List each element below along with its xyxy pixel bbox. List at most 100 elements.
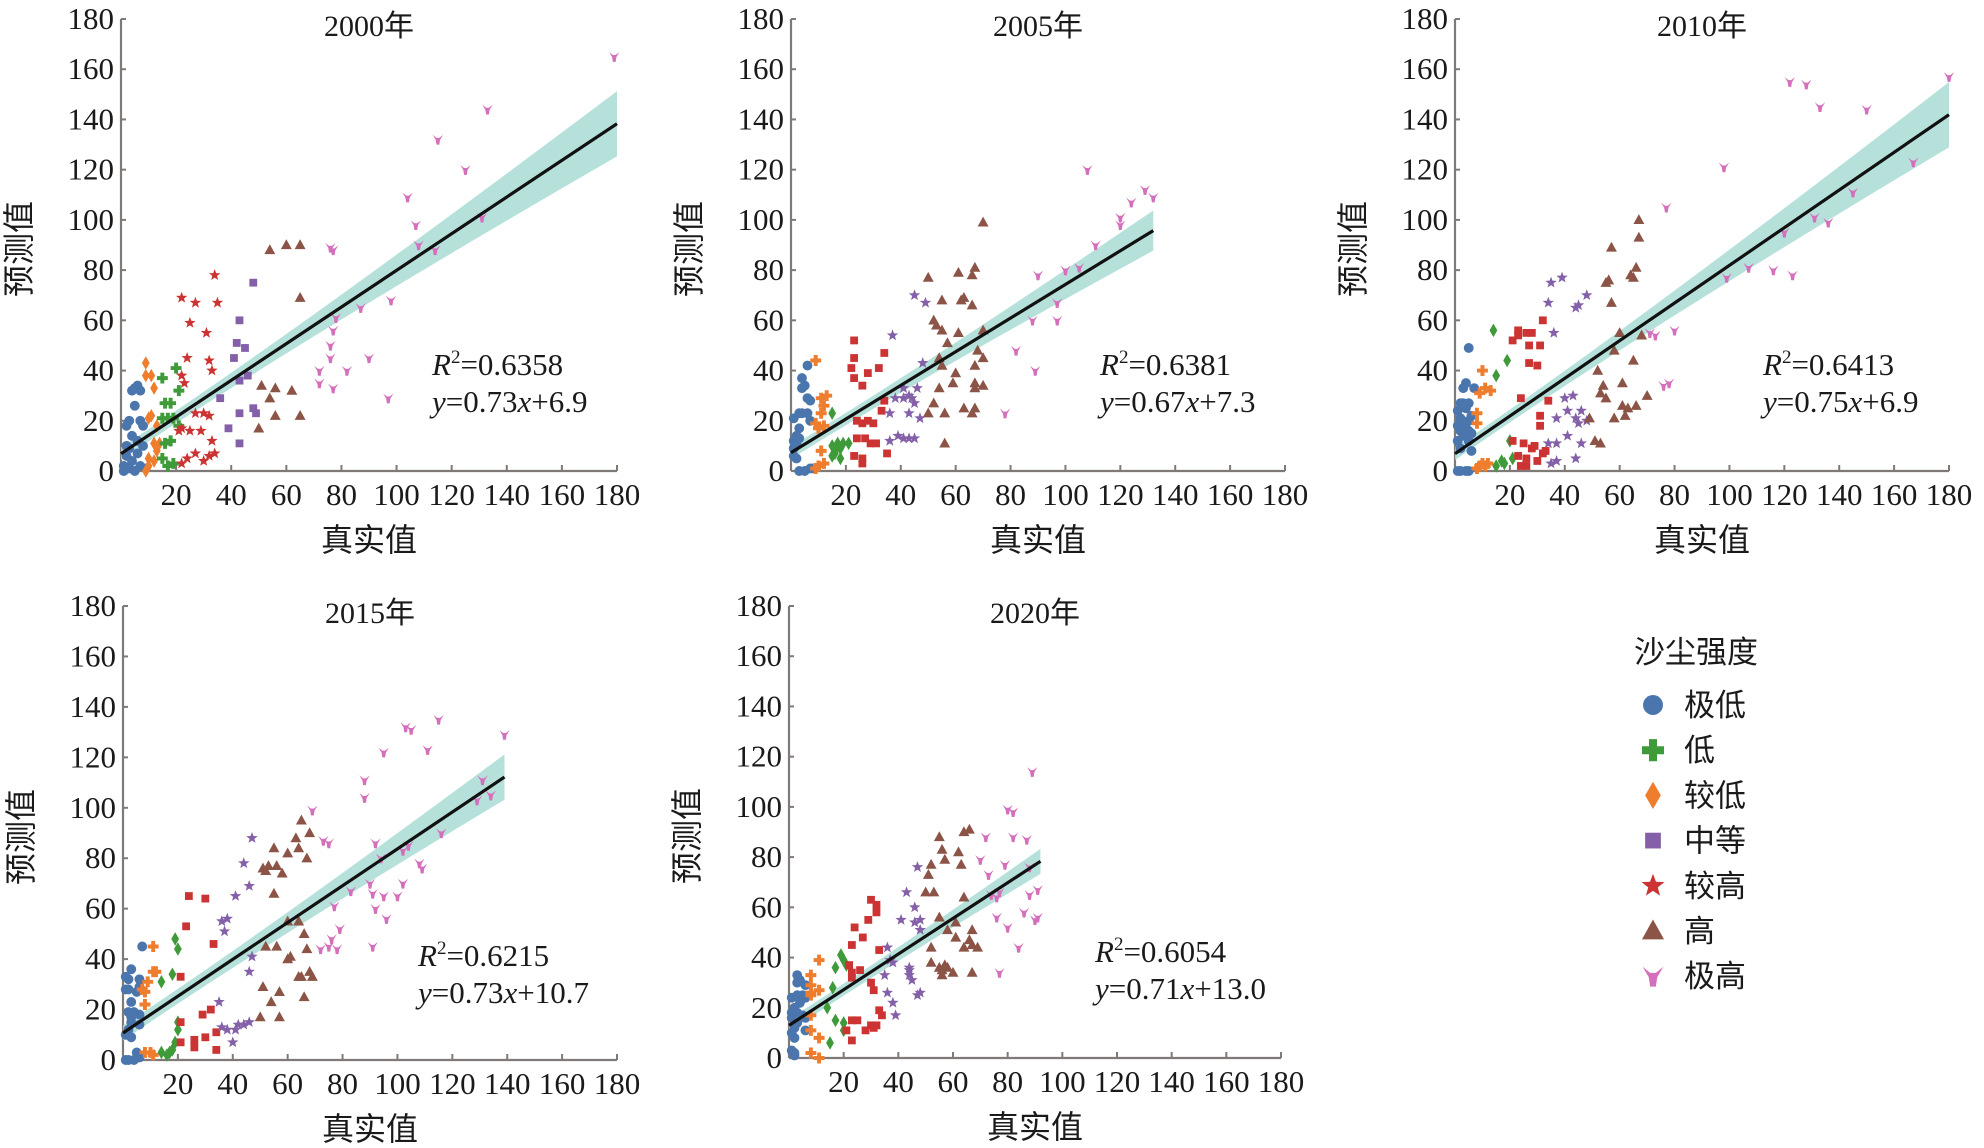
data-point xyxy=(363,353,375,364)
x-tick-label: 180 xyxy=(1926,477,1973,512)
data-point xyxy=(1052,298,1063,308)
data-point xyxy=(847,941,856,949)
data-point xyxy=(147,1049,159,1061)
y-tick-label: 0 xyxy=(769,453,785,488)
data-point xyxy=(152,419,161,433)
data-point xyxy=(897,382,910,393)
x-tick-label: 180 xyxy=(1262,477,1309,512)
data-point xyxy=(847,973,856,982)
data-point xyxy=(201,1033,210,1042)
data-point xyxy=(828,980,837,995)
data-point xyxy=(1530,441,1539,450)
data-point xyxy=(212,1046,221,1054)
y-tick-label: 100 xyxy=(1402,202,1449,237)
data-point xyxy=(897,432,910,444)
data-point xyxy=(805,969,817,981)
data-point xyxy=(294,410,306,420)
data-point xyxy=(1463,466,1474,476)
r-squared-label: R2=0.6054 xyxy=(1094,934,1227,969)
data-point xyxy=(826,1036,834,1050)
data-point xyxy=(903,407,915,419)
y-tick-label: 40 xyxy=(753,353,784,388)
data-point xyxy=(947,377,959,388)
x-tick-label: 180 xyxy=(594,1066,641,1101)
y-tick-label: 160 xyxy=(736,638,783,673)
data-point xyxy=(1489,323,1498,338)
data-point xyxy=(914,412,926,424)
legend-item: 较低 xyxy=(1645,778,1746,813)
series-triangle xyxy=(1584,214,1653,448)
data-point xyxy=(1584,412,1595,423)
data-point xyxy=(147,941,159,952)
data-point xyxy=(1575,437,1587,449)
data-point xyxy=(137,941,148,952)
data-point xyxy=(1466,445,1477,456)
data-point xyxy=(144,459,153,473)
data-point xyxy=(839,1016,848,1030)
data-point xyxy=(301,943,313,954)
data-point xyxy=(813,984,825,996)
data-point xyxy=(203,354,215,366)
data-point xyxy=(1466,428,1477,439)
data-point xyxy=(1500,456,1509,471)
data-point xyxy=(1616,377,1628,388)
data-point xyxy=(173,942,182,956)
data-point xyxy=(383,393,394,404)
data-point xyxy=(1461,378,1471,389)
data-point xyxy=(609,51,620,62)
y-tick-label: 180 xyxy=(70,588,117,623)
data-point xyxy=(1768,265,1779,276)
data-point xyxy=(963,823,975,834)
data-point xyxy=(127,456,137,466)
y-tick-label: 180 xyxy=(68,1,115,36)
data-point xyxy=(123,984,134,995)
y-tick-label: 120 xyxy=(1402,152,1449,187)
data-point xyxy=(836,451,845,466)
data-point xyxy=(1516,462,1525,470)
data-point xyxy=(909,901,921,913)
data-point xyxy=(1541,447,1550,455)
data-point xyxy=(1561,404,1574,416)
series-tri_down xyxy=(975,767,1043,978)
data-point xyxy=(911,382,923,393)
data-point xyxy=(881,986,894,998)
legend-label: 高 xyxy=(1684,914,1715,949)
data-point xyxy=(134,1052,145,1063)
x-axis-title: 真实值 xyxy=(990,522,1086,558)
data-point xyxy=(1663,378,1675,389)
data-point xyxy=(181,452,193,464)
data-point xyxy=(238,857,250,869)
data-point xyxy=(1548,326,1560,338)
data-point xyxy=(218,925,231,937)
data-point xyxy=(1561,429,1574,441)
data-point xyxy=(229,890,242,901)
data-points xyxy=(786,767,1043,1064)
x-tick-label: 80 xyxy=(995,477,1026,512)
x-tick-label: 140 xyxy=(1152,477,1199,512)
x-tick-label: 60 xyxy=(940,477,971,512)
data-point xyxy=(903,389,915,401)
series-tri_down xyxy=(307,714,510,955)
data-point xyxy=(933,831,945,842)
data-point xyxy=(810,417,822,429)
data-point xyxy=(126,997,137,1007)
data-point xyxy=(821,390,833,402)
data-point xyxy=(1010,345,1022,356)
y-tick-label: 60 xyxy=(83,302,114,337)
data-point xyxy=(858,459,867,468)
data-point xyxy=(1622,402,1634,413)
series-cross xyxy=(1471,365,1497,474)
data-point xyxy=(810,463,822,474)
data-point xyxy=(1567,389,1579,401)
data-point xyxy=(144,451,153,466)
data-point xyxy=(975,854,986,865)
data-point xyxy=(861,434,869,443)
y-tick-label: 140 xyxy=(68,101,115,136)
data-point xyxy=(1575,404,1587,416)
data-point xyxy=(977,379,989,390)
data-point xyxy=(150,966,162,978)
